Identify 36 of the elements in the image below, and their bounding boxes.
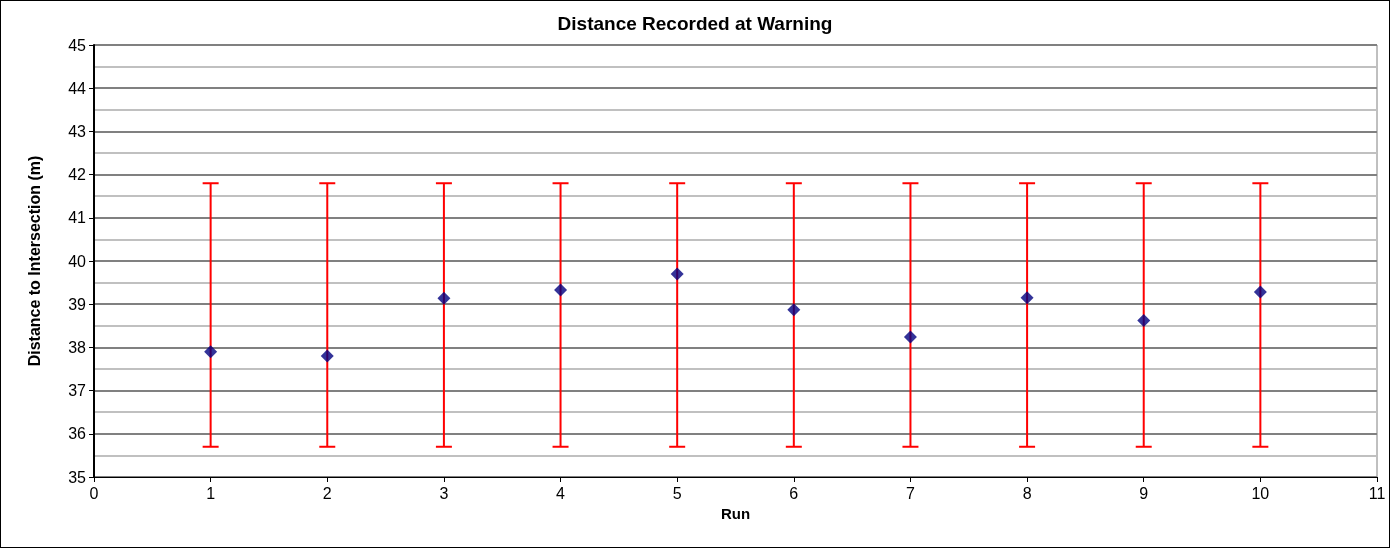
x-axis-title: Run: [720, 504, 751, 522]
point: [787, 303, 801, 317]
point: [204, 345, 218, 359]
point: [437, 291, 451, 305]
x-tick-label: 10: [1251, 484, 1270, 502]
y-tick-label: 45: [68, 36, 87, 54]
y-tick-label: 41: [68, 209, 87, 227]
y-tick-label: 35: [68, 468, 87, 486]
x-tick-label: 3: [439, 484, 449, 502]
x-tick-label: 2: [322, 484, 332, 502]
y-tick-label: 43: [68, 122, 87, 140]
chart-title: Distance Recorded at Warning: [557, 13, 833, 34]
x-tick-label: 1: [206, 484, 216, 502]
x-tick-label: 11: [1368, 484, 1386, 502]
y-tick-label: 40: [68, 252, 87, 270]
x-tick-label: 0: [89, 484, 99, 502]
x-tick-label: 5: [672, 484, 682, 502]
x-tick-label: 7: [906, 484, 915, 502]
x-tick-label: 6: [789, 484, 799, 502]
y-tick-label: 37: [68, 382, 87, 400]
point: [1020, 291, 1034, 305]
x-tick-label: 9: [1139, 484, 1149, 502]
y-tick-label: 38: [68, 338, 87, 356]
y-tick-label: 42: [68, 166, 87, 184]
point: [903, 330, 917, 344]
point: [1253, 285, 1267, 299]
point: [1137, 314, 1151, 328]
y-axis-title: Distance to Intersection (m): [25, 155, 43, 367]
point: [554, 283, 568, 297]
x-tick-label: 8: [1022, 484, 1032, 502]
x-tick-label: 4: [556, 484, 566, 502]
y-tick-label: 36: [68, 425, 87, 443]
y-tick-label: 44: [68, 79, 87, 97]
y-tick-label: 39: [68, 295, 87, 313]
point: [320, 349, 334, 363]
point: [670, 267, 684, 281]
